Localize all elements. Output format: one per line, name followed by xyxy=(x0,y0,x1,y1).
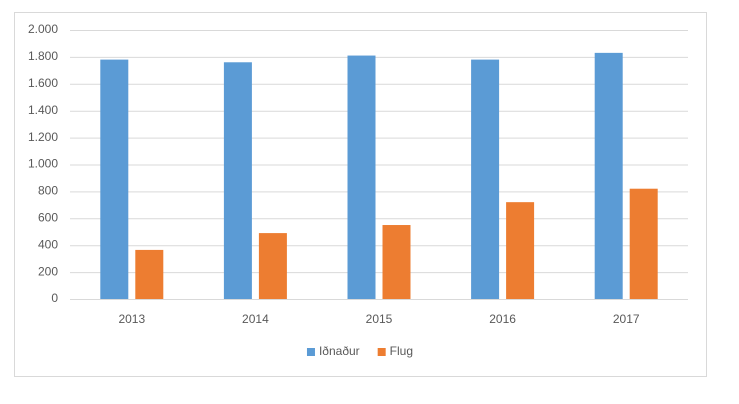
y-tick-label: 1.600 xyxy=(28,76,58,90)
x-tick-label: 2016 xyxy=(489,312,516,326)
bar xyxy=(471,59,500,300)
y-tick-label: 1.400 xyxy=(28,103,58,117)
y-tick-label: 600 xyxy=(38,210,58,224)
y-tick-label: 0 xyxy=(51,291,58,305)
y-tick-label: 1.000 xyxy=(28,157,58,171)
bar xyxy=(135,249,164,299)
bar xyxy=(258,233,287,299)
legend-label: Flug xyxy=(390,344,413,358)
bar xyxy=(594,52,623,299)
y-tick-label: 800 xyxy=(38,184,58,198)
legend-label: Iðnaður xyxy=(319,344,360,358)
bar xyxy=(100,59,129,300)
y-tick-label: 400 xyxy=(38,237,58,251)
x-tick-label: 2014 xyxy=(242,312,269,326)
y-tick-label: 200 xyxy=(38,264,58,278)
x-tick-label: 2017 xyxy=(613,312,640,326)
bar xyxy=(382,225,411,299)
y-tick-label: 1.200 xyxy=(28,130,58,144)
bar xyxy=(347,55,376,300)
bar xyxy=(629,188,658,299)
x-tick-label: 2015 xyxy=(366,312,393,326)
y-tick-label: 1.800 xyxy=(28,49,58,63)
y-tick-label: 2.000 xyxy=(28,22,58,36)
legend-swatch xyxy=(377,348,386,356)
bar xyxy=(506,202,535,299)
legend-swatch xyxy=(306,348,315,356)
bar xyxy=(223,62,252,299)
x-tick-label: 2013 xyxy=(118,312,145,326)
